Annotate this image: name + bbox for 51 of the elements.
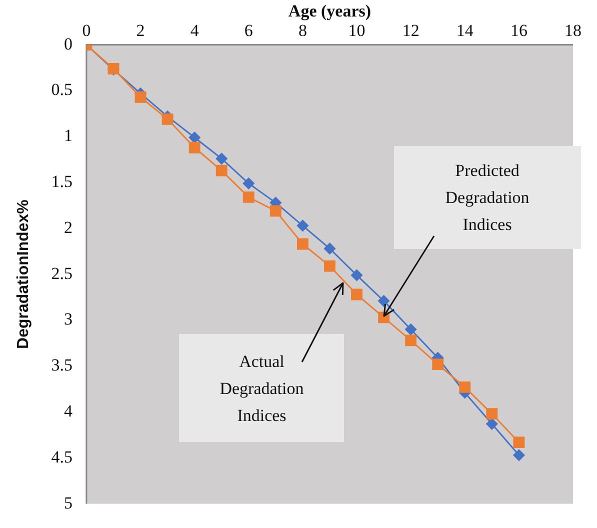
point <box>351 288 362 300</box>
point <box>432 358 444 370</box>
point <box>216 164 228 176</box>
point <box>405 334 417 346</box>
point <box>378 295 390 307</box>
y-tick-label: 5 <box>64 493 72 512</box>
x-tick-label: 14 <box>456 21 474 40</box>
annotation: Predicted Degradation Indices <box>444 160 530 236</box>
point <box>324 260 336 272</box>
y-tick-label: 0.5 <box>51 80 72 100</box>
point <box>242 191 254 203</box>
x-tick-label: 18 <box>564 21 582 40</box>
point <box>324 242 336 254</box>
y-tick-label: 4.5 <box>51 447 72 466</box>
point <box>270 205 282 217</box>
x-tick-label: 16 <box>510 21 528 40</box>
y-tick-label: 1 <box>64 126 72 146</box>
point <box>459 382 471 393</box>
point <box>513 436 525 448</box>
x-tick-label: 0 <box>82 21 91 40</box>
y-tick-label: 3.5 <box>51 356 72 375</box>
x-tick-label: 6 <box>244 21 253 40</box>
annotation: Actual Degradation Indices <box>218 350 305 427</box>
point <box>216 152 228 164</box>
note-box: Predicted Degradation Indices <box>394 146 581 249</box>
y-tick-label: 2.5 <box>51 264 72 283</box>
x-tick-label: 10 <box>348 21 366 40</box>
point <box>188 132 200 144</box>
point <box>242 178 254 190</box>
x-tick-label: 8 <box>298 21 307 40</box>
note-box: Actual Degradation Indices <box>179 334 344 442</box>
x-axis-title: Age (years) <box>288 2 372 21</box>
point <box>296 220 308 232</box>
point <box>188 142 200 154</box>
x-tick-label: 4 <box>190 21 200 40</box>
y-tick-label: 4 <box>64 401 73 420</box>
y-tick-label: 0 <box>64 34 72 54</box>
x-tick-label: 12 <box>402 21 420 40</box>
point <box>351 269 363 281</box>
point <box>296 238 308 250</box>
y-tick-label: 3 <box>64 310 72 329</box>
y-axis-title: DegradationIndex% <box>15 200 32 349</box>
point <box>513 449 525 461</box>
point <box>405 324 417 336</box>
x-tick-label: 2 <box>136 21 145 40</box>
y-tick-label: 2 <box>64 218 72 237</box>
point <box>486 408 498 420</box>
point <box>162 113 174 125</box>
point <box>486 418 498 430</box>
y-tick-label: 1.5 <box>51 172 72 191</box>
point <box>134 91 146 103</box>
